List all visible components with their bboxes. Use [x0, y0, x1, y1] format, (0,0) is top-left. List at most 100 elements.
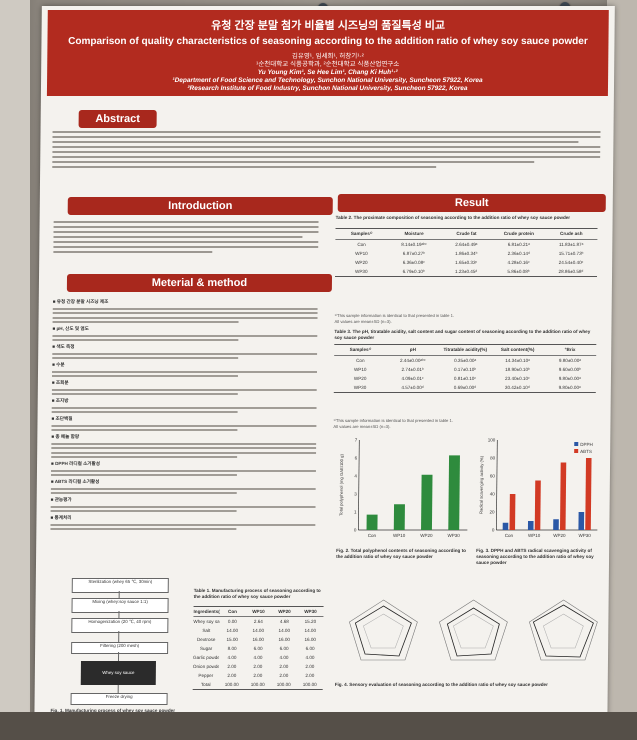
table2-caption: Table 2. The proximate composition of se… — [335, 215, 571, 220]
table3-caption: Table 3. The pH, titratable acidity, sal… — [334, 329, 591, 340]
x-tick-label: WP10 — [393, 533, 406, 538]
y-tick-label: 7 — [355, 438, 358, 443]
method-heading: ■ 통계처리 — [50, 515, 72, 520]
x-tick-label: WP20 — [420, 533, 433, 538]
method-heading: ■ pH, 산도 및 염도 — [52, 326, 89, 331]
bar-abts — [585, 458, 592, 530]
table-row: Sugar 8.00 6.00 6.00 6.00 — [199, 646, 315, 651]
affiliation-english-2: ²Research Institute of Food Industry, Su… — [187, 85, 468, 92]
table-row: Onion powder 2.00 2.00 2.00 2.00 — [192, 664, 315, 669]
poster: 유청 간장 분말 첨가 비율별 시즈닝의 품질특성 비교 Comparison … — [34, 6, 615, 740]
x-tick-label: WP20 — [553, 533, 566, 538]
bar — [393, 504, 405, 530]
authors-english: Yu Young Kim¹, Se Hee Lim¹, Chang Ki Huh… — [257, 69, 398, 76]
board-left-edge — [0, 0, 30, 740]
method-heading: ■ 유청 간장 분말 시즈닝 제조 — [52, 299, 109, 304]
table2: Samples¹⁾ Moisture Crude fat Crude protein C… — [335, 228, 598, 277]
radar-chart-wp — [439, 599, 508, 661]
y-tick-label: 20 — [490, 510, 496, 515]
y-tick-label: 6 — [355, 456, 358, 461]
bar-dpph — [502, 522, 509, 531]
x-tick-label: WP10 — [528, 533, 541, 538]
table-row: Garlic powder 4.00 4.00 4.00 4.00 — [192, 655, 315, 660]
table-row: Con 2.44±0.00ᵃᵇᶜ 0.35±0.00ᵃ 14.34±0.10ᵃ 9.80… — [356, 358, 582, 363]
fig2-caption: Fig. 2. Total polyphenol contents of sea… — [336, 548, 466, 559]
y-tick-label: 80 — [490, 456, 496, 461]
table-header-row: Ingredients(g) Con WP10 WP20 WP30 — [193, 607, 324, 617]
table-header-row: Samples¹⁾ pH Titratable acidity(%) Salt con… — [334, 345, 597, 356]
section-result: Result — [337, 194, 606, 212]
section-method: Meterial & method — [66, 274, 333, 292]
methods-body: ■ 유청 간장 분말 시즈닝 제조 ■ pH, 산도 및 염도 ■ 색도 측정 ■ 수… — [50, 296, 318, 566]
table-row: WP20 6.36±0.08ᶜ 1.65±0.33ᶜ 4.28±0.16ᶜ 24.54±… — [355, 260, 584, 265]
authors-korean: 김유영¹, 임세희¹, 허창기¹·² — [291, 53, 364, 60]
legend-label: DPPH — [580, 442, 593, 447]
table1-caption: Table 1. Manufacturing process of season… — [193, 588, 321, 599]
board-bottom — [0, 712, 637, 740]
bar — [448, 455, 460, 530]
method-heading: ■ 총 페놀 함량 — [51, 434, 80, 439]
flow-step: Filtering (200 mesh) — [71, 642, 169, 654]
method-heading: ■ DPPH 라디컬 소거활성 — [51, 461, 101, 466]
table-row: Total 100.00 100.00 100.00 100.00 — [200, 682, 317, 687]
y-axis — [496, 440, 498, 530]
flow-step: Mixing (whey:soy sauce 1:1) — [71, 598, 169, 613]
table-row: WP20 4.09±0.01ᶜ 0.81±0.10ᶜ 23.40±0.10ᶜ 9.80±… — [353, 376, 581, 381]
flow-step: Homogenization (20 ℃, 40 rpm) — [71, 618, 169, 633]
y-tick-label: 60 — [490, 474, 496, 479]
poster-header: 유청 간장 분말 첨가 비율별 시즈닝의 품질특성 비교 Comparison … — [46, 10, 609, 96]
bar-dpph — [553, 519, 559, 530]
y-tick-label: 100 — [488, 438, 496, 443]
table-row: WP30 4.57±0.00ᵈ 0.69±0.00ᵈ 30.42±0.10ᵈ 9.80±… — [353, 385, 581, 390]
abstract-text — [52, 128, 601, 190]
x-tick-label: Con — [368, 533, 377, 538]
table-row: WP10 2.74±0.01ᵇ 0.17±0.10ᵇ 18.90±0.10ᵇ 9.60±… — [353, 367, 581, 372]
method-heading: ■ 조지방 — [51, 398, 69, 403]
method-heading: ■ 색도 측정 — [52, 344, 75, 349]
table3: Samples¹⁾ pH Titratable acidity(%) Salt con… — [333, 344, 597, 393]
y-axis-label: Total polyphenol (mg GAE/100 g) — [339, 454, 345, 516]
title-korean: 유청 간장 분말 첨가 비율별 시즈닝의 품질특성 비교 — [211, 20, 446, 32]
y-tick-label: 0 — [492, 528, 495, 533]
table2-note: ¹⁾This sample information is identical t… — [334, 313, 455, 324]
method-heading: ■ 관능평가 — [50, 497, 72, 502]
radar-chart-con — [349, 599, 418, 661]
table-row: Whey soy sauce 0.00 2.64 4.68 15.20 — [193, 619, 317, 624]
table-row: Dextrose 15.00 16.00 16.00 16.00 — [196, 637, 316, 642]
y-tick-label: 3 — [354, 492, 357, 497]
whey-soy-sauce-photo: Whey soy sauce — [80, 661, 156, 685]
method-heading: ■ 수분 — [52, 362, 65, 367]
method-heading: ■ 조단백질 — [51, 416, 73, 421]
bar — [421, 474, 433, 530]
title-english: Comparison of quality characteristics of… — [68, 36, 588, 47]
x-tick-label: Con — [505, 533, 514, 538]
fig3-chart: 0 20 40 60 80 100 Con WP10 WP20 WP30 Radical scave… — [479, 438, 598, 538]
flow-step: Freeze drying — [70, 693, 168, 705]
legend-swatch — [574, 442, 579, 446]
table-row: WP10 6.87±0.27ᵇ 1.86±0.34ᵇ 2.36±0.14ᵈ 15.71±… — [355, 251, 584, 256]
x-tick-label: WP30 — [448, 533, 461, 538]
x-tick-label: WP30 — [579, 533, 592, 538]
table-row: Salt 14.00 14.00 14.00 14.00 — [202, 628, 317, 633]
flow-step: Sterilization (whey 65 ℃, 30min) — [71, 578, 169, 593]
affiliation-english-1: ¹Department of Food Science and Technolo… — [172, 77, 483, 84]
table-row: Pepper 2.00 2.00 2.00 2.00 — [198, 673, 315, 678]
bar-abts — [534, 480, 541, 530]
y-tick-label: 4 — [354, 474, 357, 479]
fig2-chart: 0 1 3 4 6 7 Con WP10 WP20 WP30 Total polyphenol (m… — [339, 438, 468, 538]
method-heading: ■ ABTS 라디컬 소거활성 — [50, 479, 100, 484]
radar-chart-popcorn — [529, 599, 598, 661]
table3-note: ¹⁾This sample information is identical t… — [333, 418, 454, 429]
section-introduction: Introduction — [67, 197, 333, 215]
y-tick-label: 40 — [490, 492, 496, 497]
y-axis — [358, 440, 360, 530]
y-tick-label: 1 — [354, 510, 357, 515]
bar-abts — [509, 494, 516, 530]
bar-abts — [559, 462, 567, 530]
fig3-caption: Fig. 3. DPPH and ABTS radical scavenging… — [475, 548, 594, 565]
bar-dpph — [527, 521, 534, 530]
method-heading: ■ 조회분 — [51, 380, 69, 385]
table-header-row: Samples¹⁾ Moisture Crude fat Crude protein C… — [335, 229, 598, 240]
affiliation-korean: ¹순천대학교 식품공학과, ²순천대학교 식품산업연구소 — [256, 61, 400, 68]
legend-label: ABTS — [580, 449, 592, 454]
